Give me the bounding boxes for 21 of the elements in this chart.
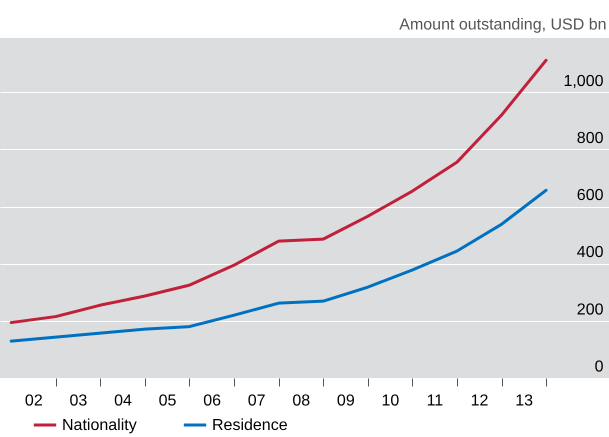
x-tick-label: 04: [114, 392, 132, 410]
legend-label: Nationality: [62, 417, 137, 434]
x-tick-label: 10: [381, 392, 400, 410]
y-tick-label: 0: [594, 358, 604, 376]
x-tick-label: 06: [203, 392, 222, 410]
x-tick-label: 05: [158, 392, 177, 410]
y-tick-label: 800: [576, 130, 604, 147]
x-tick-label: 09: [336, 392, 355, 410]
legend-label: Residence: [212, 417, 288, 434]
y-tick-label: 200: [576, 301, 604, 318]
x-tick-label: 08: [292, 392, 310, 410]
y-tick-label: 600: [576, 187, 604, 204]
x-tick-label: 12: [470, 392, 489, 410]
x-tick-label: 02: [24, 392, 43, 410]
x-tick-label: 07: [248, 392, 266, 410]
x-tick-label: 13: [515, 392, 534, 410]
x-tick-label: 03: [69, 392, 88, 410]
y-axis-title: Amount outstanding, USD bn: [399, 16, 606, 34]
y-tick-label: 1,000: [563, 72, 604, 90]
y-tick-label: 400: [576, 244, 604, 262]
x-tick-label: 11: [426, 392, 444, 410]
